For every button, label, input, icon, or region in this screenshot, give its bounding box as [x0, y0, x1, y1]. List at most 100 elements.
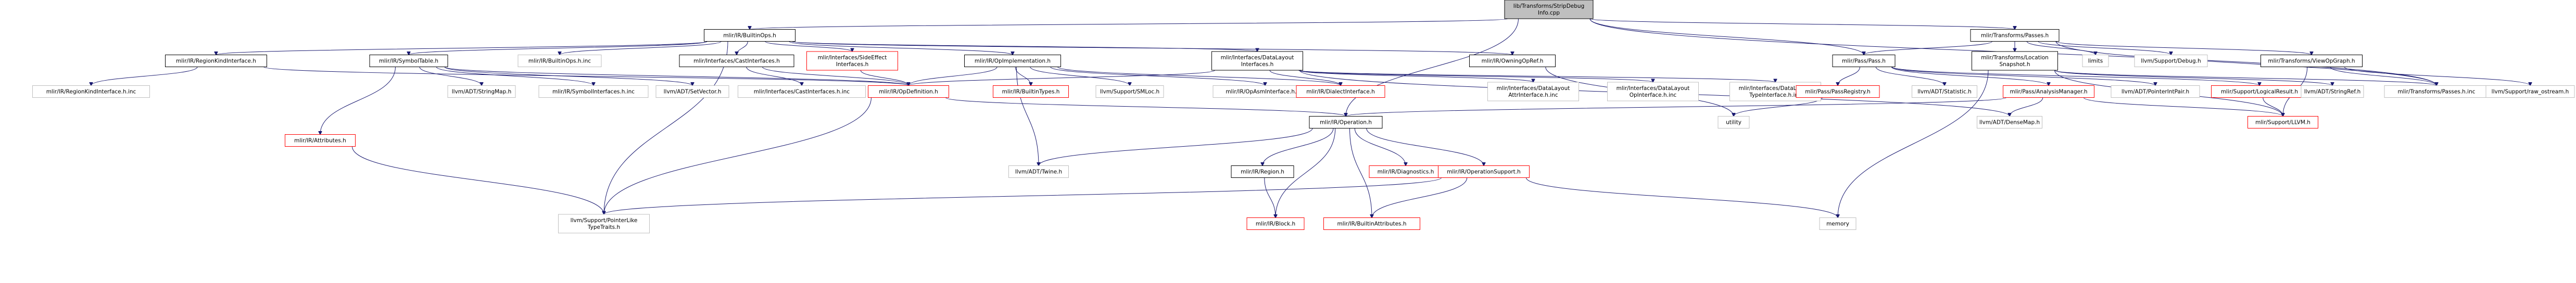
node-label: llvm/ADT/Twine.h	[1015, 169, 1062, 175]
node-box	[806, 51, 898, 71]
node-label: mlir/IR/OpAsmInterface.h.inc	[1226, 89, 1305, 95]
graph-node-regionkind[interactable]: mlir/IR/RegionKindInterface.h	[165, 55, 267, 67]
node-label: mlir/Transforms/Passes.h	[1981, 33, 2049, 39]
node-label: utility	[1726, 120, 1741, 126]
edge-builtinops-to-datalayout	[792, 41, 1258, 52]
node-label: AttrInterface.h.inc	[1508, 92, 1558, 98]
edge-operation-to-twine	[1039, 128, 1313, 166]
node-box	[1095, 85, 1164, 98]
edge-symboltable-to-attributes	[320, 67, 396, 135]
graph-node-builtinattrs[interactable]: mlir/IR/BuiltinAttributes.h	[1323, 217, 1420, 230]
node-box	[1970, 29, 2060, 42]
node-label: OpInterface.h.inc	[1630, 92, 1677, 98]
node-box	[1819, 217, 1857, 230]
edge-opsupport-to-memory	[1526, 177, 1838, 218]
node-box	[1211, 51, 1303, 71]
node-label: mlir/IR/Block.h	[1256, 221, 1295, 227]
graph-node-diagnostics[interactable]: mlir/IR/Diagnostics.h	[1369, 165, 1443, 178]
node-label: mlir/IR/Diagnostics.h	[1378, 169, 1434, 175]
node-label: llvm/ADT/DenseMap.h	[1979, 120, 2040, 126]
graph-node-attributes[interactable]: mlir/IR/Attributes.h	[285, 134, 356, 147]
node-label: llvm/ADT/StringRef.h	[2304, 89, 2361, 95]
graph-node-memory: memory	[1819, 217, 1857, 230]
edge-opimpl-to-dialectinterface	[1057, 67, 1341, 86]
edges-layer	[91, 18, 2530, 218]
edge-datalayout-to-dlattrinc	[1298, 70, 1534, 82]
graph-node-logicalresult[interactable]: mlir/Support/LogicalResult.h	[2211, 85, 2308, 98]
node-label: Interfaces.h	[1241, 61, 1273, 68]
node-label: mlir/Interfaces/DataLayout	[1497, 85, 1570, 92]
graph-node-symbolinc: mlir/IR/SymbolInterfaces.h.inc	[538, 85, 649, 98]
node-label: mlir/IR/BuiltinOps.h	[723, 33, 776, 39]
edge-opimpl-to-opasminc	[1050, 67, 1265, 86]
edge-passpass-to-analysismanager	[1891, 67, 2049, 86]
node-box	[964, 55, 1061, 67]
graph-node-twine: llvm/ADT/Twine.h	[1008, 165, 1069, 178]
node-box	[1607, 82, 1699, 101]
graph-node-operation[interactable]: mlir/IR/Operation.h	[1309, 116, 1383, 128]
node-label: Snapshot.h	[1999, 61, 2030, 68]
edge-sideeffect-to-opdefinition	[860, 70, 908, 86]
graph-node-passregistry[interactable]: mlir/Pass/PassRegistry.h	[1796, 85, 1880, 98]
graph-node-llvmh[interactable]: mlir/Support/LLVM.h	[2247, 116, 2318, 128]
graph-node-builtintypes[interactable]: mlir/IR/BuiltinTypes.h	[993, 85, 1069, 98]
graph-node-analysismanager[interactable]: mlir/Pass/AnalysisManager.h	[2003, 85, 2094, 98]
edge-opimpl-to-twine	[1016, 67, 1039, 166]
node-label: mlir/IR/BuiltinTypes.h	[1002, 89, 1060, 95]
graph-node-symboltable[interactable]: mlir/IR/SymbolTable.h	[369, 55, 448, 67]
graph-node-opsupport[interactable]: mlir/IR/OperationSupport.h	[1438, 165, 1530, 178]
node-box	[2247, 116, 2318, 128]
node-label: llvm/ADT/StringMap.h	[452, 89, 512, 95]
edge-opdefinition-to-pointerlike	[604, 97, 872, 215]
node-label: mlir/Support/LogicalResult.h	[2221, 89, 2298, 95]
node-box	[2485, 85, 2575, 98]
edge-opimpl-to-builtintypes	[1015, 67, 1031, 86]
graph-node-opasminc: mlir/IR/OpAsmInterface.h.inc	[1213, 85, 1318, 98]
node-box	[1796, 85, 1880, 98]
node-label: mlir/Transforms/Location	[1981, 55, 2049, 61]
edge-viewopgraph-to-rawostream	[2344, 67, 2530, 86]
edge-builtinops-to-opimpl	[789, 41, 1013, 55]
graph-node-debugh: llvm/Support/Debug.h	[2134, 55, 2208, 67]
graph-node-castinterfaces[interactable]: mlir/Interfaces/CastInterfaces.h	[679, 55, 794, 67]
graph-node-viewopgraph[interactable]: mlir/Transforms/ViewOpGraph.h	[2261, 55, 2363, 67]
node-label: mlir/Transforms/ViewOpGraph.h	[2268, 58, 2355, 65]
node-label: memory	[1826, 221, 1849, 227]
edge-datalayout-to-opdefinition	[908, 70, 1215, 86]
node-label: Interfaces.h	[836, 61, 868, 68]
edge-symboltable-to-symbolinc	[436, 67, 594, 86]
node-label: lib/Transforms/StripDebug	[1513, 3, 1585, 9]
graph-node-builtinops[interactable]: mlir/IR/BuiltinOps.h	[704, 29, 795, 42]
graph-node-dialectinterface[interactable]: mlir/IR/DialectInterface.h	[1296, 85, 1385, 98]
edge-logicalresult-to-llvmh	[2263, 97, 2283, 117]
graph-node-transformspasses[interactable]: mlir/Transforms/Passes.h	[1970, 29, 2060, 42]
edge-datalayout-to-dlopinc	[1299, 70, 1653, 82]
edge-passpass-to-statistic	[1875, 67, 1944, 86]
node-label: mlir/IR/SymbolInterfaces.h.inc	[552, 89, 635, 95]
graph-node-passpass[interactable]: mlir/Pass/Pass.h	[1832, 55, 1896, 67]
graph-node-owningopref[interactable]: mlir/IR/OwningOpRef.h	[1469, 55, 1556, 67]
edge-builtinops-to-regionkind	[216, 41, 708, 55]
graph-node-block[interactable]: mlir/IR/Block.h	[1246, 217, 1305, 230]
graph-node-smloc: llvm/Support/SMLoc.h	[1095, 85, 1164, 98]
graph-node-limits: limits	[2082, 55, 2109, 67]
edge-opimpl-to-smloc	[1030, 67, 1130, 86]
node-label: mlir/IR/RegionKindInterface.h	[176, 58, 256, 65]
edge-opimpl-to-opdefinition	[908, 67, 997, 86]
node-label: mlir/IR/Operation.h	[1320, 120, 1372, 126]
graph-node-dlattrinc: mlir/Interfaces/DataLayoutAttrInterface.…	[1487, 82, 1579, 101]
node-box	[1309, 116, 1383, 128]
graph-node-regionh[interactable]: mlir/IR/Region.h	[1231, 165, 1294, 178]
edge-root-to-passpass	[1589, 18, 1864, 55]
node-box	[704, 29, 795, 42]
graph-node-opimpl[interactable]: mlir/IR/OpImplementation.h	[964, 55, 1061, 67]
node-box	[1323, 217, 1420, 230]
node-label: mlir/IR/OpDefinition.h	[879, 89, 938, 95]
edge-regionh-to-block	[1264, 177, 1276, 218]
graph-node-opdefinition[interactable]: mlir/IR/OpDefinition.h	[868, 85, 949, 98]
